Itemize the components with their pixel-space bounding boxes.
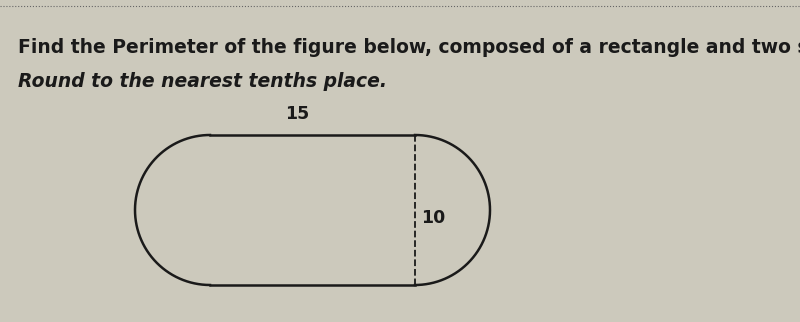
Text: Find the Perimeter of the figure below, composed of a rectangle and two semicirc: Find the Perimeter of the figure below, …	[18, 38, 800, 57]
Text: 15: 15	[286, 105, 310, 123]
Text: 10: 10	[421, 209, 446, 227]
Text: Round to the nearest tenths place.: Round to the nearest tenths place.	[18, 72, 387, 91]
